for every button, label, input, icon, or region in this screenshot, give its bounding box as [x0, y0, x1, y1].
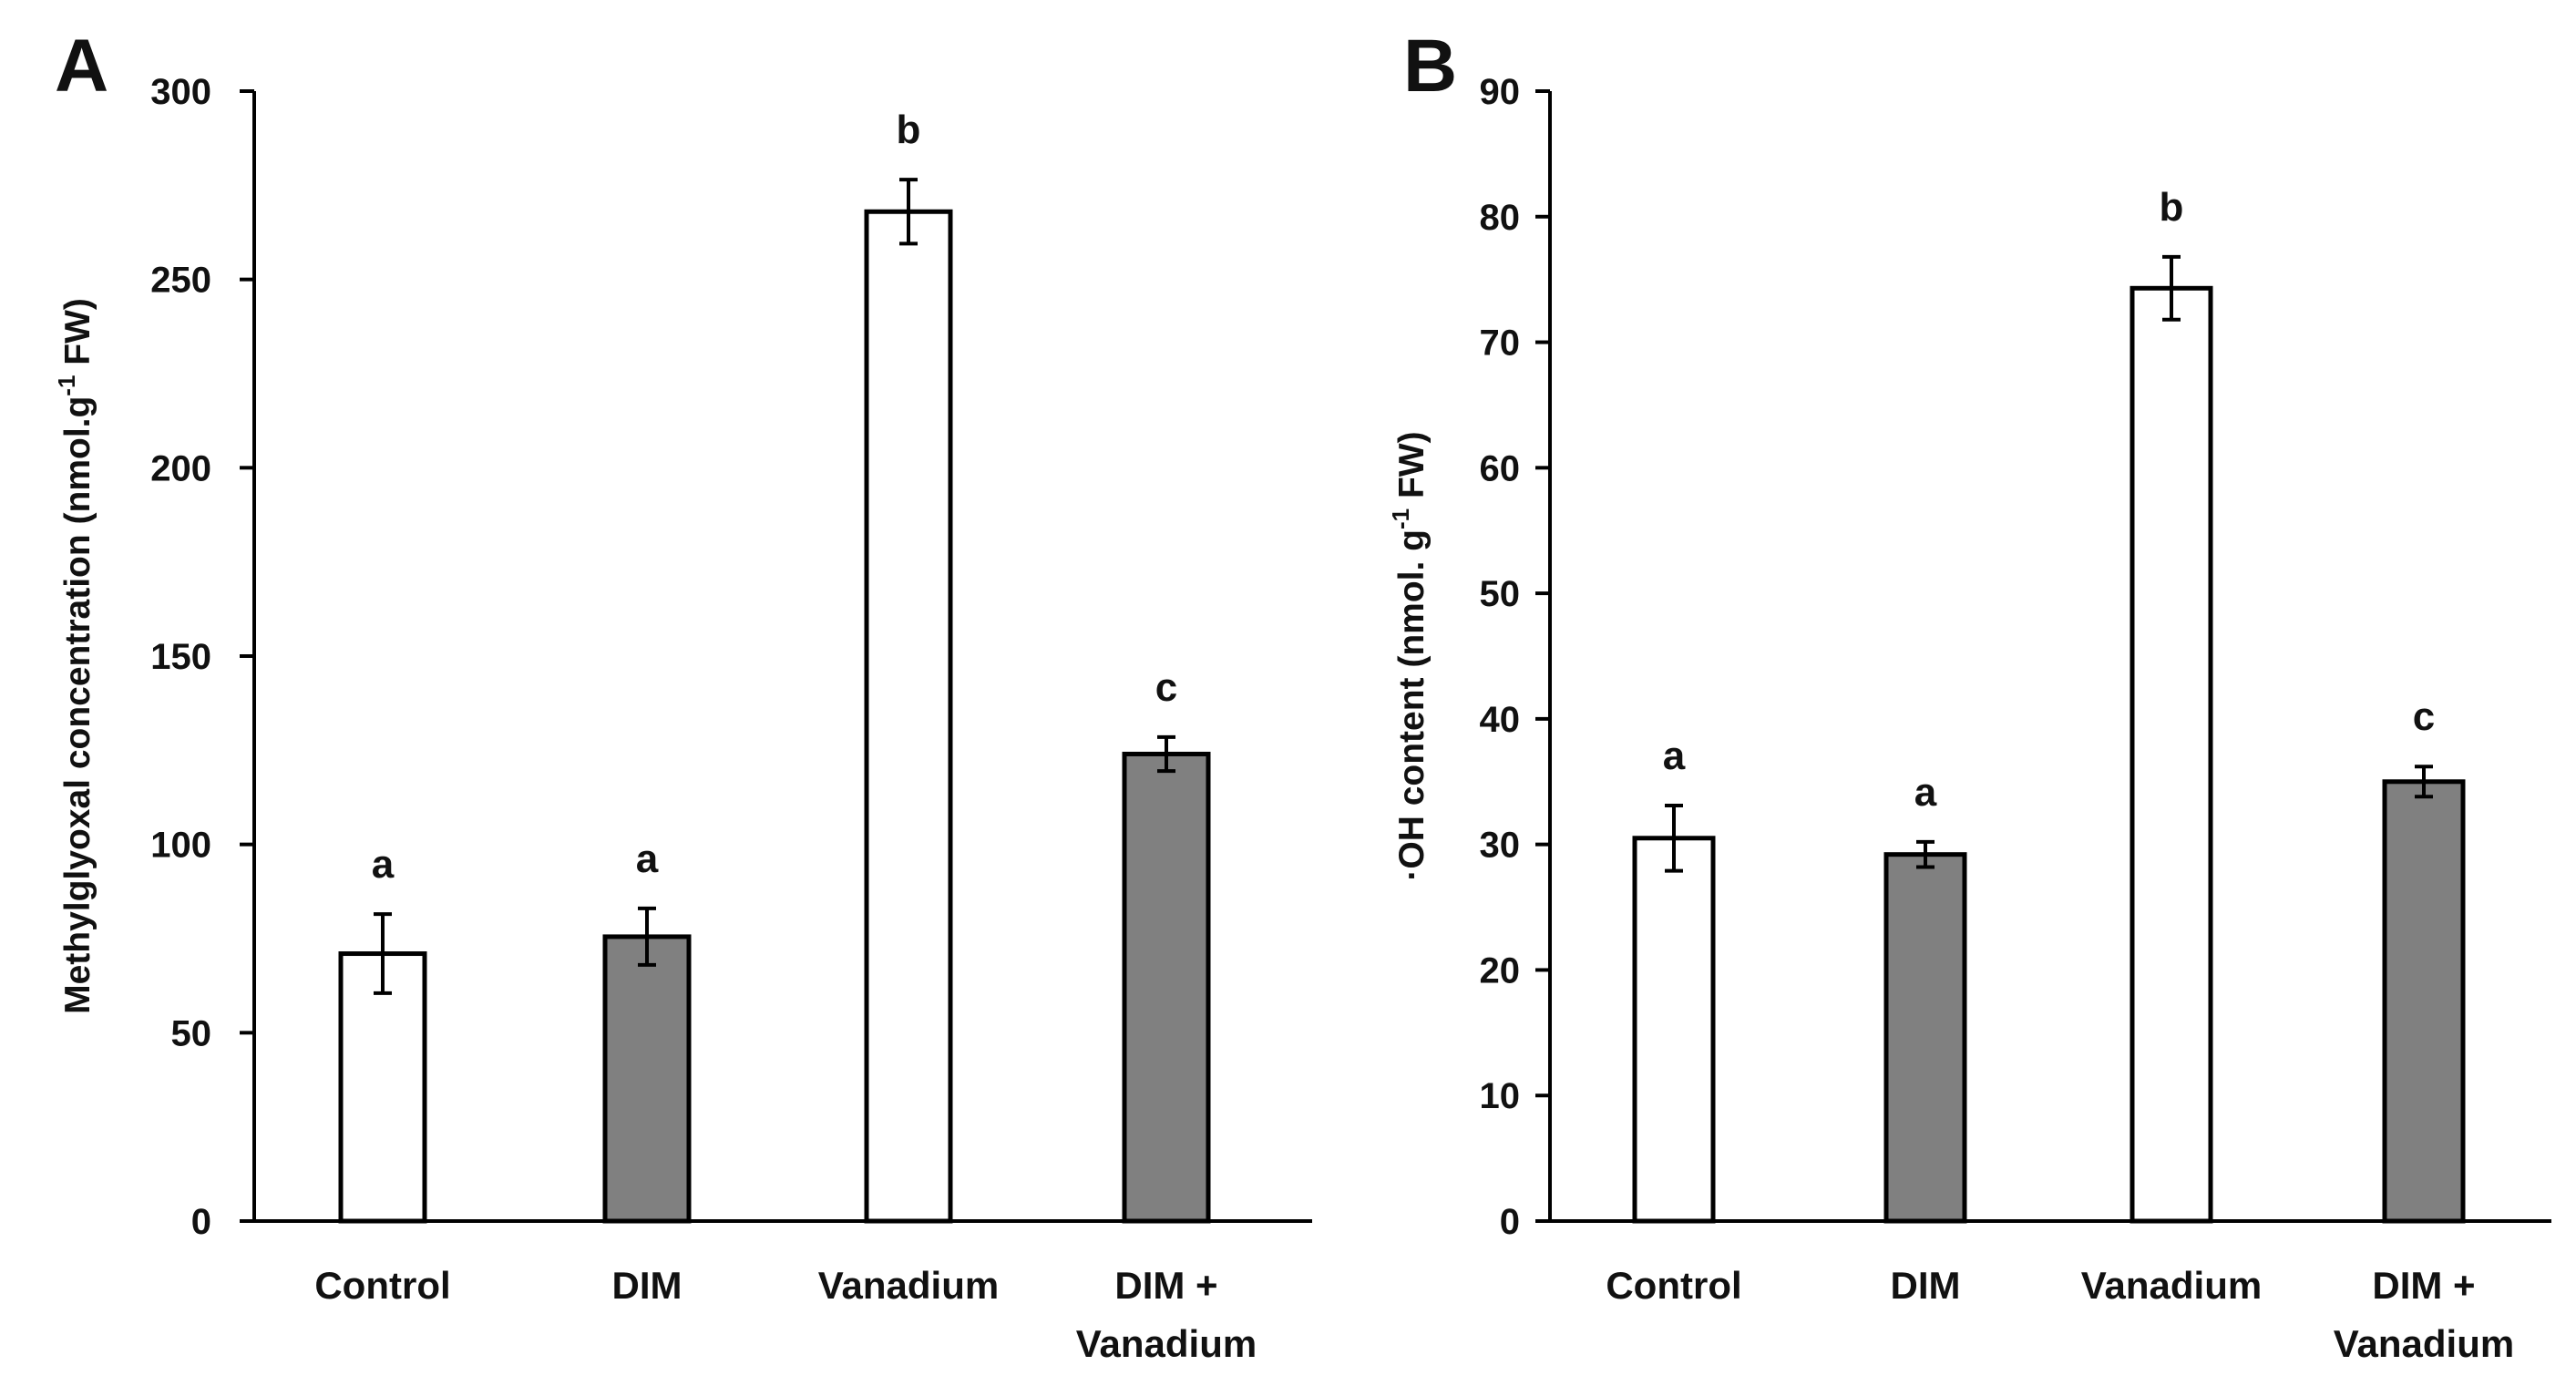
bar-3: [864, 209, 953, 1224]
y-tick-label: 90: [1480, 72, 1521, 112]
bar-4: [1122, 751, 1211, 1224]
x-category-label: Control: [314, 1264, 450, 1307]
panel-letter: B: [1403, 25, 1457, 108]
y-tick-label: 10: [1480, 1076, 1521, 1116]
x-category-label: DIM +: [1114, 1264, 1217, 1307]
significance-letter: c: [1155, 665, 1177, 710]
x-category-label: DIM: [612, 1264, 682, 1307]
y-tick-label: 50: [171, 1013, 212, 1053]
significance-letter: b: [2160, 185, 2184, 230]
y-tick-label: 30: [1480, 826, 1521, 866]
y-tick-label: 20: [1480, 950, 1521, 991]
bar-4: [2382, 779, 2466, 1224]
y-axis-label: Methylglyoxal concentration (nmol.g-1 FW…: [53, 298, 97, 1014]
y-tick-label: 100: [150, 826, 211, 866]
y-tick-label: 50: [1480, 574, 1521, 614]
y-axis-label-tail: FW): [58, 298, 97, 375]
y-tick-label: 40: [1480, 700, 1521, 740]
y-tick-label: 80: [1480, 198, 1521, 238]
x-category-label: Vanadium: [1076, 1322, 1257, 1365]
significance-letter: a: [1914, 770, 1937, 815]
y-axis-label-superscript: -1: [53, 375, 80, 396]
x-category-label: Vanadium: [2334, 1322, 2514, 1365]
significance-letter: a: [1663, 734, 1686, 778]
y-axis-label-tail: FW): [1392, 431, 1432, 508]
y-tick-label: 60: [1480, 448, 1521, 488]
y-axis-label-prefix: ·: [1392, 869, 1432, 881]
x-category-label: Control: [1606, 1264, 1741, 1307]
bar-2: [602, 934, 692, 1224]
bar-1: [1632, 836, 1716, 1224]
y-tick-label: 70: [1480, 323, 1521, 364]
y-axis-label-text: Methylglyoxal concentration (nmol.g: [58, 396, 97, 1014]
bar-3: [2130, 285, 2213, 1224]
panel-a-chart: A 0 50 100 150 200 250 300 Methylglyoxal concent…: [53, 25, 1312, 1365]
x-category-label: DIM: [1891, 1264, 1961, 1307]
y-tick-label: 250: [150, 261, 211, 301]
panel-letter: A: [55, 25, 108, 108]
y-tick-label: 0: [1500, 1202, 1520, 1242]
significance-letter: a: [636, 837, 659, 881]
panel-b-chart: B 0 10 20 30 40 50 60 70 80 90 ·OH content (nmol. g…: [1387, 25, 2551, 1365]
y-tick-label: 150: [150, 637, 211, 677]
x-category-label: DIM +: [2372, 1264, 2475, 1307]
bar-2: [1883, 852, 1967, 1224]
x-category-label: Vanadium: [818, 1264, 999, 1307]
x-category-label: Vanadium: [2081, 1264, 2262, 1307]
y-axis-label: ·OH content (nmol. g-1 FW): [1387, 431, 1432, 880]
y-tick-label: 200: [150, 448, 211, 488]
significance-letter: b: [897, 108, 921, 152]
significance-letter: a: [372, 842, 395, 887]
y-tick-label: 300: [150, 72, 211, 112]
y-axis-label-superscript: -1: [1387, 508, 1414, 529]
y-tick-label: 0: [191, 1202, 211, 1242]
y-axis-label-text: OH content (nmol. g: [1392, 529, 1432, 869]
significance-letter: c: [2413, 694, 2435, 739]
